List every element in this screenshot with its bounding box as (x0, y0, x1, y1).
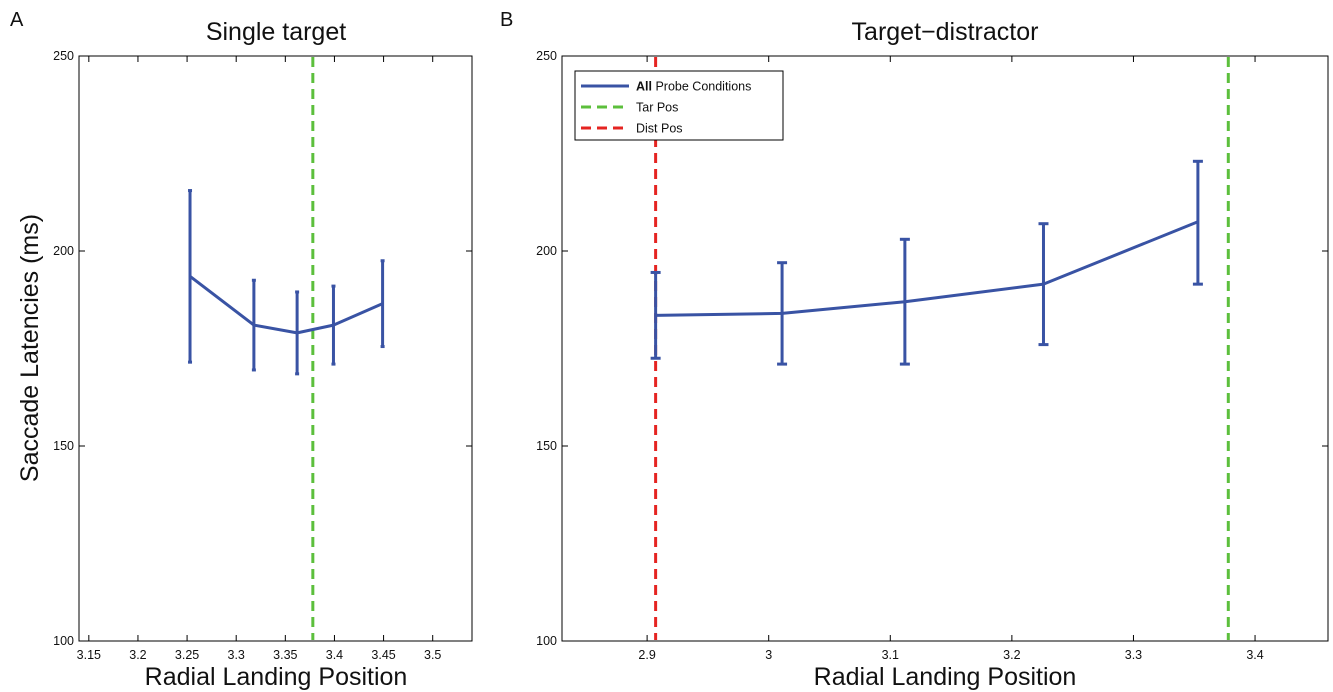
panel-b-y-tick-label: 100 (536, 634, 557, 648)
panel-b-legend: All Probe Conditions Tar Pos Dist Pos (574, 70, 784, 141)
panel-b-ticks: 2.9 3 3.1 3.2 3.3 3.4 100 150 200 250 (536, 49, 1328, 662)
panel-b-letter: B (500, 9, 513, 31)
panel-b-x-tick-label: 3 (765, 648, 772, 662)
panel-b-x-axis-label: Radial Landing Position (814, 663, 1077, 691)
panel-a-series (188, 189, 385, 376)
panel-a-x-tick-label: 3.25 (175, 648, 199, 662)
panel-a-ticks: 3.15 3.2 3.25 3.3 3.35 3.4 3.45 3.5 100 150 200 250 (53, 49, 472, 662)
legend-label: Dist Pos (636, 122, 683, 136)
panel-b: B Target−distractor Radial Landing Posit… (500, 9, 1329, 691)
panel-a-x-tick-label: 3.15 (77, 648, 101, 662)
legend-label: All Probe Conditions (636, 80, 751, 94)
panel-a-x-tick-label: 3.5 (424, 648, 441, 662)
panel-b-plot-area (561, 55, 1329, 642)
panel-a: A Single target Radial Landing Position … (10, 9, 473, 691)
legend-label-text: Dist Pos (636, 122, 683, 136)
panel-b-x-tick-label: 3.2 (1003, 648, 1020, 662)
panel-b-x-tick-label: 2.9 (638, 648, 655, 662)
panel-a-x-tick-label: 3.35 (273, 648, 297, 662)
panel-b-y-tick-label: 150 (536, 439, 557, 453)
panel-b-x-tick-label: 3.1 (882, 648, 899, 662)
panel-a-x-tick-label: 3.4 (326, 648, 343, 662)
panel-b-x-tick-label: 3.4 (1246, 648, 1263, 662)
panel-b-x-tick-label: 3.3 (1125, 648, 1142, 662)
panel-b-y-tick-label: 200 (536, 244, 557, 258)
legend-box (574, 70, 784, 141)
legend-label-text: Probe Conditions (652, 80, 751, 94)
panel-a-x-axis-label: Radial Landing Position (145, 663, 408, 691)
panel-a-x-tick-label: 3.2 (129, 648, 146, 662)
panel-a-y-tick-label: 200 (53, 244, 74, 258)
panel-a-plot-area (78, 55, 473, 642)
legend-label-bold: All (636, 80, 652, 94)
panel-a-y-tick-label: 100 (53, 634, 74, 648)
panel-a-y-axis-label: Saccade Latencies (ms) (16, 214, 44, 482)
panel-a-x-tick-label: 3.45 (371, 648, 395, 662)
panel-b-title: Target−distractor (852, 18, 1039, 46)
legend-label: Tar Pos (636, 101, 678, 115)
panel-a-title: Single target (206, 18, 346, 46)
panel-a-x-tick-label: 3.3 (228, 648, 245, 662)
panel-a-y-tick-label: 150 (53, 439, 74, 453)
panel-b-y-tick-label: 250 (536, 49, 557, 63)
legend-label-text: Tar Pos (636, 101, 678, 115)
panel-b-series (650, 159, 1203, 366)
panel-a-y-tick-label: 250 (53, 49, 74, 63)
panel-a-letter: A (10, 9, 24, 31)
